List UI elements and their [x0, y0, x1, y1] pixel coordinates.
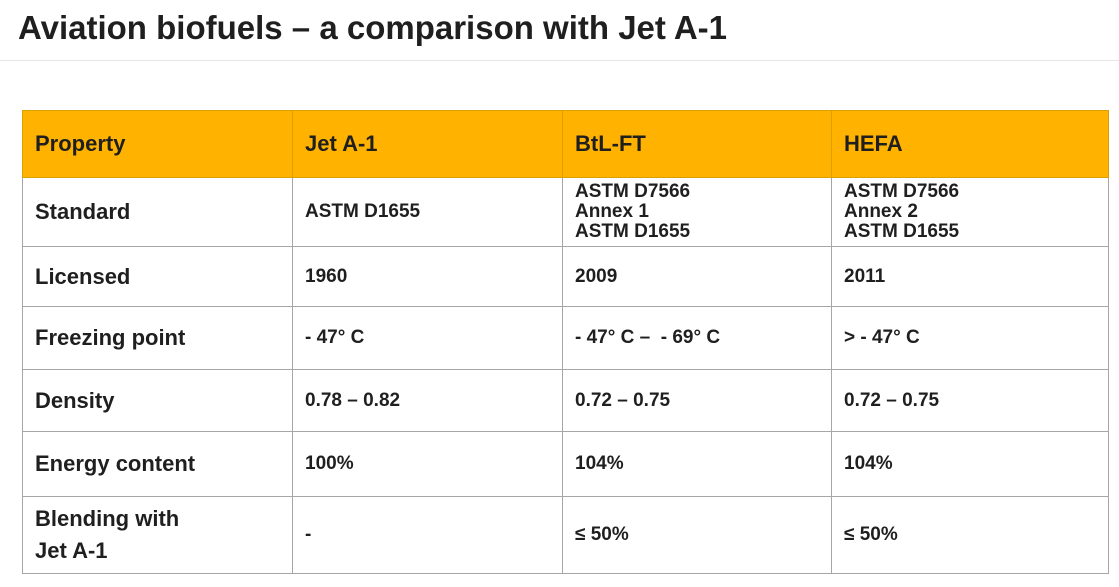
property-density: Density — [22, 369, 293, 432]
cell-blending-btl-ft: ≤ 50% — [562, 496, 832, 574]
header-btl-ft: BtL-FT — [562, 110, 832, 178]
cell-freezing-hefa: > - 47° C — [831, 306, 1109, 370]
cell-standard-btl-ft: ASTM D7566 Annex 1 ASTM D1655 — [562, 177, 832, 247]
property-freezing-point: Freezing point — [22, 306, 293, 370]
cell-line: Annex 1 — [575, 201, 649, 222]
cell-blending-jet-a1: - — [292, 496, 563, 574]
cell-energy-btl-ft: 104% — [562, 431, 832, 497]
header-property: Property — [22, 110, 293, 178]
cell-freezing-btl-ft: - 47° C – - 69° C — [562, 306, 832, 370]
table-row-freezing-point: Freezing point - 47° C - 47° C – - 69° C… — [22, 306, 1109, 370]
cell-line: Annex 2 — [844, 201, 918, 222]
cell-licensed-jet-a1: 1960 — [292, 246, 563, 307]
title-divider — [0, 60, 1119, 61]
header-hefa: HEFA — [831, 110, 1109, 178]
cell-energy-jet-a1: 100% — [292, 431, 563, 497]
cell-line: ASTM D1655 — [575, 221, 691, 242]
table-row-licensed: Licensed 1960 2009 2011 — [22, 246, 1109, 307]
cell-line: ASTM D7566 — [844, 181, 960, 202]
cell-freezing-jet-a1: - 47° C — [292, 306, 563, 370]
cell-density-btl-ft: 0.72 – 0.75 — [562, 369, 832, 432]
cell-density-jet-a1: 0.78 – 0.82 — [292, 369, 563, 432]
table-row-standard: Standard ASTM D1655 ASTM D7566 Annex 1 A… — [22, 177, 1109, 247]
cell-line: Jet A-1 — [35, 538, 108, 563]
cell-licensed-hefa: 2011 — [831, 246, 1109, 307]
cell-density-hefa: 0.72 – 0.75 — [831, 369, 1109, 432]
table-row-energy-content: Energy content 100% 104% 104% — [22, 431, 1109, 497]
property-energy-content: Energy content — [22, 431, 293, 497]
cell-licensed-btl-ft: 2009 — [562, 246, 832, 307]
cell-blending-hefa: ≤ 50% — [831, 496, 1109, 574]
cell-line: Blending with — [35, 506, 180, 531]
table-row-blending: Blending with Jet A-1 - ≤ 50% ≤ 50% — [22, 496, 1109, 574]
property-licensed: Licensed — [22, 246, 293, 307]
cell-energy-hefa: 104% — [831, 431, 1109, 497]
cell-line: ASTM D7566 — [575, 181, 691, 202]
page-title: Aviation biofuels – a comparison with Je… — [18, 9, 728, 46]
table-header-row: Property Jet A-1 BtL-FT HEFA — [22, 110, 1109, 178]
header-jet-a1: Jet A-1 — [292, 110, 563, 178]
property-standard: Standard — [22, 177, 293, 247]
comparison-table: Property Jet A-1 BtL-FT HEFA Standard AS… — [22, 110, 1109, 574]
cell-line: ASTM D1655 — [844, 221, 960, 242]
cell-standard-hefa: ASTM D7566 Annex 2 ASTM D1655 — [831, 177, 1109, 247]
cell-standard-jet-a1: ASTM D1655 — [292, 177, 563, 247]
property-blending: Blending with Jet A-1 — [22, 496, 293, 574]
table-row-density: Density 0.78 – 0.82 0.72 – 0.75 0.72 – 0… — [22, 369, 1109, 432]
